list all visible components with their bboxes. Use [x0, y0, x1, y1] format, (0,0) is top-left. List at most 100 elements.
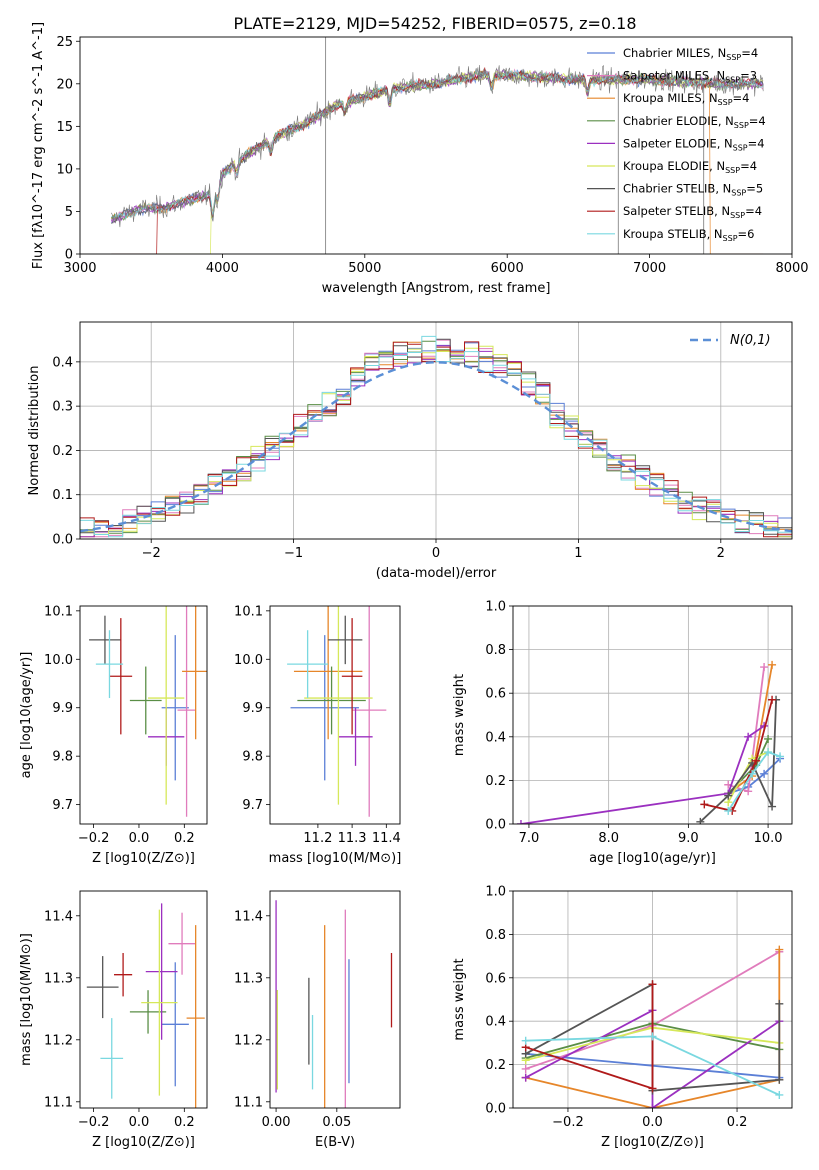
weight-line-chabrier-stelib	[699, 699, 777, 823]
y-tick-label: 11.3	[234, 971, 263, 986]
plot-area	[89, 606, 207, 817]
axes-frame	[512, 605, 793, 825]
y-tick-label: 11.2	[234, 1033, 263, 1048]
y-tick-label: 9.8	[52, 750, 73, 765]
y-tick-label: 0.3	[52, 400, 73, 415]
x-tick-label: 2	[717, 546, 725, 561]
x-tick-label: 11.3	[338, 831, 367, 846]
residuals-panel: −2 −1 0 1 2 0.0 0.1 0.2 0.3 0.4 (data-model)/error…	[27, 321, 793, 581]
y-tick-label: 0.6	[485, 687, 506, 702]
y-axis-label: mass weight	[452, 674, 467, 756]
y-tick-label: 0.2	[485, 774, 506, 789]
y-tick-label: 0.8	[485, 928, 506, 943]
y-tick-label: 0.4	[485, 1015, 506, 1030]
weight-point-salpeter-elodie	[744, 732, 753, 741]
weight-point-kroupa-stelib	[724, 806, 733, 815]
weight-point-salpeter-stelib	[648, 1084, 657, 1093]
x-tick-label: 8000	[775, 261, 808, 276]
axes-frame	[79, 890, 208, 1109]
y-axis-label: mass weight	[452, 958, 467, 1040]
data-spectrum-line	[111, 64, 764, 228]
legend-nssp-value: =3	[740, 69, 757, 83]
normal-reference-curve	[80, 361, 792, 533]
x-tick-label: 1	[574, 546, 582, 561]
y-tick-label: 10.0	[44, 653, 73, 668]
y-tick-label: 0.4	[52, 355, 73, 370]
weight-point-kroupa-miles	[768, 660, 777, 669]
y-tick-label: 10.1	[234, 604, 263, 619]
x-tick-label: 7000	[633, 261, 666, 276]
weight-point-kroupa-stelib	[775, 1090, 784, 1099]
y-tick-label: 11.2	[44, 1033, 73, 1048]
weight-point-chabrier-stelib	[696, 817, 705, 824]
legend-nssp-value: =4	[740, 159, 757, 173]
y-tick-label: 1.0	[485, 600, 506, 615]
weight-point-salpeter-miles	[521, 1064, 530, 1073]
y-tick-label: 0.4	[485, 730, 506, 745]
weight-point-chabrier-elodie	[764, 734, 773, 743]
y-tick-label: 10.1	[44, 604, 73, 619]
weight-point-chabrier-miles	[760, 769, 769, 778]
y-tick-label: 0.8	[485, 643, 506, 658]
legend-subscript: SSP	[723, 234, 738, 243]
weight-point-kroupa-stelib	[648, 1032, 657, 1041]
x-axis-label: mass [log10(M/M⊙)]	[269, 851, 402, 866]
plot-area	[275, 900, 393, 1108]
weight-point-kroupa-stelib	[776, 752, 785, 761]
y-tick-label: 11.4	[234, 909, 263, 924]
legend-label-chabrier-miles: Chabrier MILES, NSSP=4	[623, 46, 758, 62]
x-axis-label: Z [log10(Z/Z⊙)]	[92, 1135, 195, 1150]
legend-subscript: SSP	[726, 53, 741, 62]
y-tick-label: 0.0	[52, 533, 73, 548]
x-tick-label: 5000	[348, 261, 381, 276]
legend-label-normal: N(0,1)	[730, 333, 771, 348]
age-vs-mass-panel: 11.2 11.3 11.4 9.7 9.8 9.9 10.0 10.1 mass [log10…	[234, 604, 402, 866]
x-tick-label: −0.2	[78, 831, 110, 846]
x-tick-label: −2	[142, 546, 161, 561]
weight-point-salpeter-elodie	[648, 1104, 657, 1108]
weight-point-salpeter-miles	[744, 787, 753, 796]
axes-frame	[79, 36, 793, 255]
x-tick-label: 9.0	[678, 831, 699, 846]
y-axis-label: Flux [fλ10^-17 erg cm^-2 s^-1 A^-1]	[31, 22, 46, 269]
y-tick-label: 9.9	[242, 701, 263, 716]
weight-vs-z-panel: −0.2 0.0 0.2 0.0 0.2 0.4 0.6 0.8 1.0 Z [log10(Z/Z…	[452, 885, 793, 1150]
x-tick-label: 11.4	[372, 831, 401, 846]
y-tick-label: 0.2	[485, 1058, 506, 1073]
x-tick-label: 11.2	[303, 831, 332, 846]
y-axis-label: mass [log10(M/M⊙)]	[19, 933, 34, 1066]
x-axis-label: (data-model)/error	[376, 566, 497, 581]
legend-subscript: SSP	[718, 98, 733, 107]
y-tick-label: 5	[65, 205, 73, 220]
axes-frame	[269, 890, 401, 1109]
legend-nssp-value: =4	[745, 204, 762, 218]
x-tick-label: 10.0	[754, 831, 783, 846]
x-tick-label: 0.00	[262, 1115, 291, 1130]
legend-label-salpeter-stelib: Salpeter STELIB, NSSP=4	[623, 204, 762, 220]
legend-nssp-value: =4	[741, 46, 758, 60]
weight-point-chabrier-stelib	[768, 802, 777, 811]
y-axis-label: age [log10(age/yr)]	[19, 652, 34, 779]
weight-point-salpeter-stelib	[768, 695, 777, 704]
y-tick-label: 0	[65, 248, 73, 263]
x-tick-label: 8.0	[598, 831, 619, 846]
weight-point-kroupa-stelib	[521, 1036, 530, 1045]
legend-label-kroupa-stelib: Kroupa STELIB, NSSP=6	[623, 227, 754, 243]
plot-area	[521, 945, 784, 1108]
weight-line-chabrier-miles	[727, 757, 781, 795]
weight-point-salpeter-miles	[760, 663, 769, 672]
x-axis-label: age [log10(age/yr)]	[589, 851, 716, 866]
y-tick-label: 15	[56, 120, 73, 135]
y-tick-label: 9.7	[242, 798, 263, 813]
x-tick-label: −0.2	[552, 1115, 584, 1130]
hist-kroupa-stelib	[80, 335, 792, 539]
mass-vs-z-panel: −0.2 0.0 0.2 11.1 11.2 11.3 11.4 Z [log10(Z/Z⊙)…	[19, 890, 208, 1150]
x-tick-label: 0.2	[174, 831, 195, 846]
axes-frame	[79, 605, 208, 825]
y-tick-label: 10.0	[234, 653, 263, 668]
y-tick-label: 11.1	[44, 1095, 73, 1110]
legend-label-salpeter-elodie: Salpeter ELODIE, NSSP=4	[623, 136, 765, 152]
y-tick-label: 0.2	[52, 444, 73, 459]
x-tick-label: 0.2	[174, 1115, 195, 1130]
